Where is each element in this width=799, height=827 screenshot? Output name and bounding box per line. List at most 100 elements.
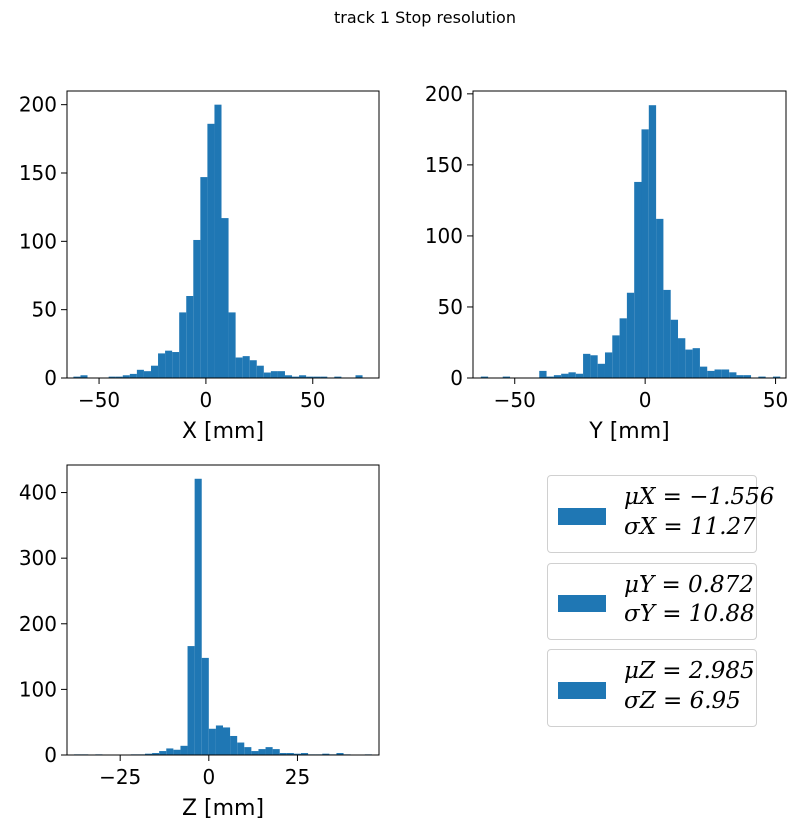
panel-x-histogram: −50 0 50 0 50 100 150 200 X [mm] [19,90,380,444]
y-ytick-label: 50 [438,295,463,319]
z-bar [279,753,287,755]
y-bar [699,366,708,378]
x-bar [313,376,321,378]
legend-z-mean: μZ = 2.985 [624,658,755,684]
x-bar [122,375,130,378]
y-axes-frame [472,90,787,379]
y-bar [634,181,642,378]
z-bar [166,748,174,755]
x-bar [277,371,285,378]
x-xtick-label: 0 [200,388,213,412]
x-ytick-label: 200 [19,93,57,117]
y-bar [553,375,562,378]
x-ytick-label: 50 [32,298,57,322]
x-bar [270,371,278,378]
y-bar [772,376,781,378]
z-bar [251,751,259,755]
x-bar [249,360,257,378]
legend-x-swatch [558,508,606,525]
x-bar [108,376,116,378]
z-bar [194,478,202,755]
y-bar [714,369,722,378]
z-bar [152,753,160,755]
z-bar [208,728,216,755]
y-bar [502,376,511,378]
x-bar [242,356,250,378]
z-xtick-label: 0 [202,765,215,789]
y-bar [758,376,766,378]
x-bar [150,365,159,378]
z-bar [336,753,344,755]
z-bar [215,725,223,755]
x-bar [207,123,215,378]
y-bar [604,352,613,378]
x-bar [136,369,144,378]
legend-z-swatch [558,682,606,699]
z-bar [286,753,294,755]
z-bar [223,727,231,755]
x-bar [172,352,180,378]
x-bar [221,218,229,378]
z-ytick-label: 100 [19,677,57,701]
y-bar [597,363,605,378]
z-ytick-label: 400 [19,481,57,505]
z-xtick-label: 25 [285,765,310,789]
y-bar [685,349,693,378]
z-bar [159,751,167,755]
z-bar [244,747,252,755]
x-bar [200,177,208,378]
legend-y-mean: μY = 0.872 [624,572,754,598]
x-bar [334,376,342,378]
legend-y-swatch [558,595,606,612]
y-bar [612,335,620,378]
x-bar [158,353,166,378]
y-bar [670,319,679,378]
z-bar [187,646,195,755]
x-axes-frame [66,90,380,379]
x-bar [320,376,328,378]
y-xtick-label: −50 [494,388,536,412]
z-bar [201,657,209,755]
x-bar [292,376,300,378]
y-bar [619,318,627,378]
x-bar [256,365,264,378]
y-ytick-label: 200 [425,82,463,106]
y-xtick-label: 50 [763,388,788,412]
legend-z: μZ = 2.985 σZ = 6.95 [547,649,757,727]
z-axes-frame [66,464,380,756]
legend-x-mean: μX = −1.556 [624,484,775,510]
y-bar [480,376,489,378]
z-ytick-label: 300 [19,546,57,570]
z-xlabel: Z [mm] [182,796,264,821]
z-bar [293,753,301,755]
x-bar [143,371,151,378]
x-bar [306,376,314,378]
x-bar [235,357,243,378]
legend-y: μY = 0.872 σY = 10.88 [547,563,757,640]
y-bar [641,129,649,378]
x-ytick-label: 0 [44,366,57,390]
y-bar [568,372,576,378]
panel-z-histogram: −25 0 25 0 100 200 300 400 Z [mm] [19,464,380,821]
y-bar [663,289,671,378]
x-xtick-label: 50 [300,388,325,412]
y-bar [590,355,598,378]
x-bar [179,312,187,378]
y-xtick-label: 0 [639,388,652,412]
legend-y-sigma: σY = 10.88 [624,601,755,627]
y-bar [678,338,686,378]
x-bar [355,375,363,378]
y-bar [656,218,664,378]
y-bar [721,369,730,378]
z-bar [301,753,309,755]
x-bar [263,372,271,378]
y-bar [546,376,554,378]
figure-title: track 1 Stop resolution [334,8,516,27]
z-bar [237,742,245,755]
panel-y-histogram: −50 0 50 0 50 100 150 200 Y [mm] [425,82,788,444]
y-bar [736,375,744,378]
y-bar [648,105,657,379]
x-bar [284,375,293,378]
y-ytick-label: 150 [425,153,463,177]
